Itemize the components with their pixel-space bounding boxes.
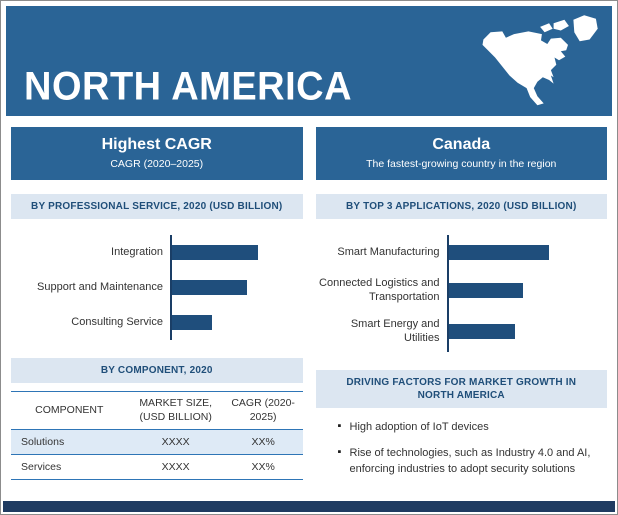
right-column: Canada The fastest-growing country in th… <box>315 127 608 488</box>
bar-label: Integration <box>111 245 163 258</box>
bar <box>172 280 247 295</box>
cell-component: Services <box>11 454 128 481</box>
chart-row: Support and Maintenance <box>11 270 293 305</box>
table-row: Solutions XXXX XX% <box>11 429 303 456</box>
cell-market-size: XXXX <box>127 454 224 481</box>
right-panel-subtitle: The fastest-growing country in the regio… <box>366 158 557 170</box>
bar-track <box>170 305 293 340</box>
bar-label: Smart Manufacturing <box>337 245 440 258</box>
chart-row: Integration <box>11 235 293 270</box>
bar <box>172 245 258 260</box>
table-header-cagr: CAGR (2020-2025) <box>223 390 303 431</box>
left-column: Highest CAGR CAGR (2020–2025) BY PROFESS… <box>11 127 303 488</box>
content-columns: Highest CAGR CAGR (2020–2025) BY PROFESS… <box>11 127 607 488</box>
right-panel-header: Canada The fastest-growing country in th… <box>315 127 607 180</box>
table-header-market-size: MARKET SIZE, (USD BILLION) <box>127 390 224 431</box>
left-panel-title: Highest CAGR <box>101 136 212 153</box>
section-title-by-component: BY COMPONENT, 2020 <box>11 358 303 383</box>
bar-label: Smart Energy and Utilities <box>350 317 440 344</box>
bar <box>448 324 516 339</box>
page-title: NORTH AMERICA <box>24 64 353 109</box>
north-america-map-icon <box>482 15 598 106</box>
bar-label: Consulting Service <box>71 315 163 328</box>
bar-track <box>446 311 598 352</box>
table-header-row: COMPONENT MARKET SIZE, (USD BILLION) CAG… <box>11 390 303 431</box>
chart-row: Smart Manufacturing <box>316 235 598 270</box>
chart-row: Smart Energy and Utilities <box>316 311 598 352</box>
professional-service-bar-chart: Integration Support and Maintenance Cons… <box>11 231 303 344</box>
header-band: NORTH AMERICA <box>6 6 612 116</box>
section-title-top3-applications: BY TOP 3 APPLICATIONS, 2020 (USD BILLION… <box>315 194 607 219</box>
cell-component: Solutions <box>11 429 128 456</box>
section-title-driving-factors: DRIVING FACTORS FOR MARKET GROWTH IN NOR… <box>315 370 607 408</box>
bar-track <box>170 235 293 270</box>
left-panel-subtitle: CAGR (2020–2025) <box>110 158 204 170</box>
table-header-component: COMPONENT <box>11 390 128 431</box>
applications-bar-chart: Smart Manufacturing Connected Logistics … <box>316 231 608 356</box>
chart-row: Consulting Service <box>11 305 293 340</box>
bar <box>172 315 212 330</box>
table-row: Services XXXX XX% <box>11 454 303 481</box>
cell-cagr: XX% <box>223 454 303 481</box>
left-panel-header: Highest CAGR CAGR (2020–2025) <box>11 127 303 180</box>
list-item: High adoption of IoT devices <box>338 419 600 435</box>
bar-track <box>170 270 293 305</box>
bar-label: Support and Maintenance <box>37 280 163 293</box>
bar <box>448 245 550 260</box>
bar <box>448 283 523 298</box>
bar-label: Connected Logistics and Transportation <box>319 276 440 303</box>
bar-track <box>446 235 598 270</box>
right-panel-title: Canada <box>432 136 491 153</box>
bar-track <box>446 270 598 311</box>
cell-cagr: XX% <box>223 429 303 456</box>
footer-strip <box>3 501 615 512</box>
driving-factors-list: High adoption of IoT devices Rise of tec… <box>316 419 608 488</box>
list-item: Rise of technologies, such as Industry 4… <box>338 445 600 477</box>
cell-market-size: XXXX <box>127 429 224 456</box>
component-table: COMPONENT MARKET SIZE, (USD BILLION) CAG… <box>11 390 303 481</box>
chart-row: Connected Logistics and Transportation <box>316 270 598 311</box>
section-title-professional-service: BY PROFESSIONAL SERVICE, 2020 (USD BILLI… <box>11 194 303 219</box>
